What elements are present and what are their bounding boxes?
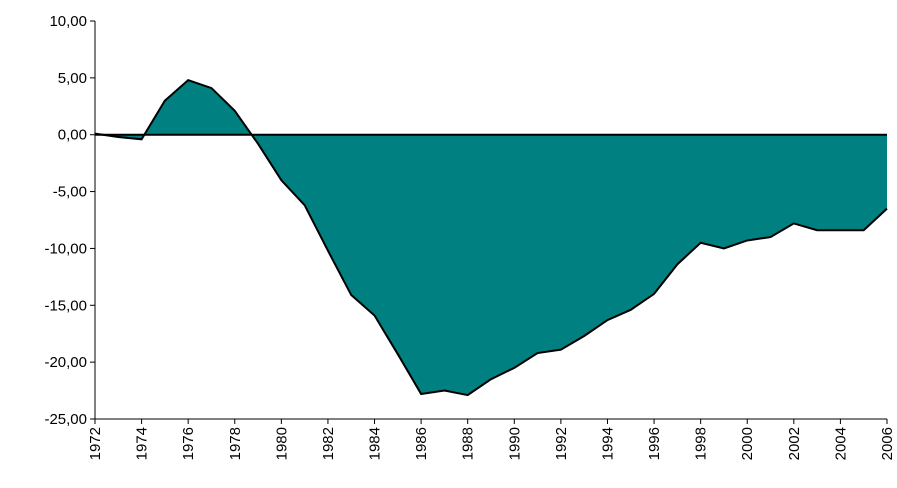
y-tick-label: -20,00	[44, 354, 87, 371]
x-tick-label: 1992	[553, 427, 570, 460]
y-tick-label: -25,00	[44, 411, 87, 428]
y-tick-label: -10,00	[44, 240, 87, 257]
x-tick-label: 1978	[227, 427, 244, 460]
y-tick-label: 0,00	[58, 127, 87, 144]
x-tick-label: 1972	[87, 427, 104, 460]
x-tick-label: 1996	[646, 427, 663, 460]
x-tick-label: 1974	[134, 427, 151, 460]
x-tick-label: 1990	[506, 427, 523, 460]
x-tick-label: 1976	[180, 427, 197, 460]
x-tick-label: 1986	[413, 427, 430, 460]
x-tick-label: 2002	[786, 427, 803, 460]
x-tick-label: 2004	[832, 427, 849, 460]
y-tick-label: -15,00	[44, 297, 87, 314]
x-tick-label: 1984	[367, 427, 384, 460]
x-tick-label: 1980	[273, 427, 290, 460]
x-tick-label: 2000	[739, 427, 756, 460]
x-tick-label: 1988	[460, 427, 477, 460]
area-line	[94, 78, 888, 397]
y-tick-label: 5,00	[58, 70, 87, 87]
x-tick-label: 1998	[693, 427, 710, 460]
area-fill	[95, 80, 887, 396]
x-tick-label: 1994	[599, 427, 616, 460]
x-tick-label: 2006	[879, 427, 896, 460]
y-tick-label: 10,00	[49, 13, 87, 30]
x-tick-label: 1982	[320, 427, 337, 460]
y-tick-label: -5,00	[53, 184, 87, 201]
